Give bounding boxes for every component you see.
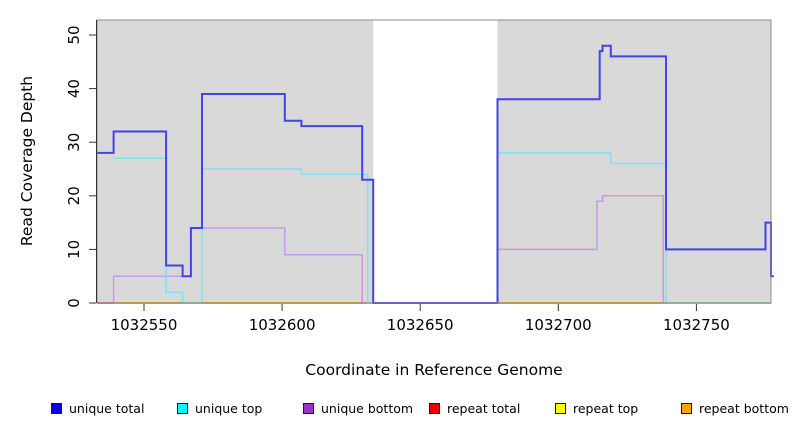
plot-shaded-region [97,20,374,303]
x-axis-title: Coordinate in Reference Genome [305,361,563,379]
plot-shaded-region [497,20,771,303]
y-tick-label: 30 [65,133,83,152]
x-tick-label: 1032600 [249,316,316,334]
y-tick-label: 40 [65,79,83,98]
y-tick-label: 10 [65,240,83,259]
x-tick-label: 1032650 [387,316,454,334]
y-tick-label: 50 [65,25,83,44]
y-tick-label: 20 [65,186,83,205]
y-tick-label: 0 [65,298,83,308]
y-axis-title: Read Coverage Depth [18,75,36,247]
x-tick-label: 1032750 [663,316,730,334]
series-unique-total [97,44,774,304]
x-tick-label: 1032700 [525,316,592,334]
x-tick-label: 1032550 [111,316,178,334]
series-unique-top [113,152,771,304]
